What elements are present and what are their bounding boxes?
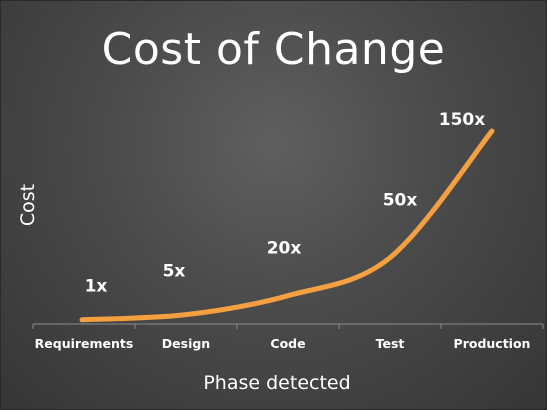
y-axis-title: Cost <box>17 184 39 226</box>
data-label-code: 20x <box>267 239 302 259</box>
x-tick-label-requirements: Requirements <box>35 336 134 351</box>
data-label-design: 5x <box>163 262 186 282</box>
data-label-test: 50x <box>383 191 418 211</box>
chart-title: Cost of Change <box>101 24 446 75</box>
x-tick-label-code: Code <box>270 336 305 351</box>
x-tick-label-production: Production <box>454 336 531 351</box>
data-label-production: 150x <box>439 110 485 130</box>
x-axis-title: Phase detected <box>203 372 350 394</box>
x-tick-label-test: Test <box>376 336 405 351</box>
data-label-requirements: 1x <box>85 277 108 297</box>
series-line <box>79 128 495 323</box>
x-tick-label-design: Design <box>162 336 210 351</box>
